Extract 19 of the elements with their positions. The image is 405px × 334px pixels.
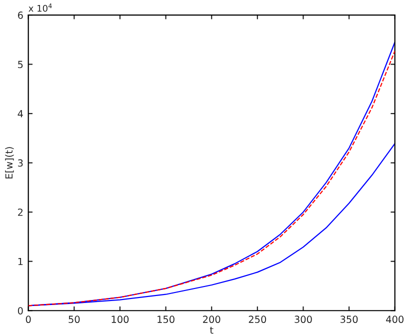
y-tick-label: 1 [18,258,23,266]
text: x 10$^{4}$ [28,4,52,12]
x-tick-label: 350 [340,316,358,324]
x-tick-label: 400 [386,316,404,324]
x-tick-label: 50 [68,316,80,324]
y-tick-label: 6 [18,12,23,19]
y-tick-label: 3 [18,159,23,167]
x-tick-label: 300 [294,316,312,324]
x-tick-label: 200 [203,316,220,324]
y-tick-label: 5 [18,60,23,68]
y-axis-title: E[w](t) [5,147,14,178]
y-tick-label: 4 [18,110,23,118]
x-tick-label: 0 [26,316,31,324]
x-axis-title: t [210,326,214,334]
x-tick-label: 250 [248,316,266,324]
y-tick-label: 2 [18,208,23,216]
y-tick-label: 0 [18,307,23,314]
x-tick-label: 100 [112,316,129,324]
x-tick-label: 150 [158,316,174,324]
